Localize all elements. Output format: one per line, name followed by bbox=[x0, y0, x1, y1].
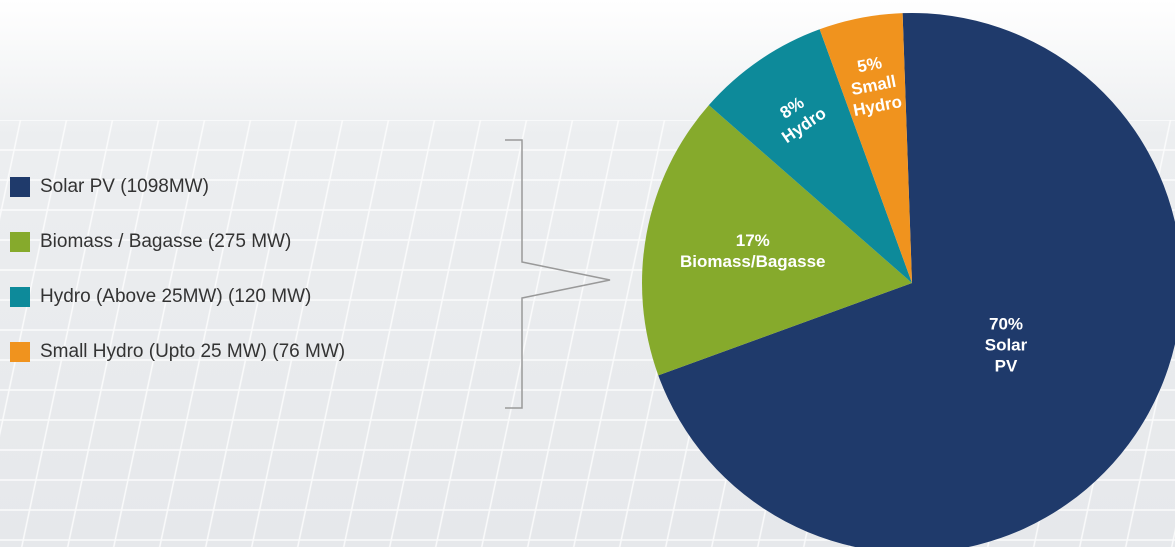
slice-name-cont: PV bbox=[995, 357, 1018, 376]
slice-percent: 17% bbox=[736, 232, 770, 251]
legend-swatch bbox=[10, 287, 30, 307]
slice-label: 70% Solar PV bbox=[985, 315, 1028, 376]
legend: Solar PV (1098MW) Biomass / Bagasse (275 … bbox=[10, 176, 345, 362]
legend-label: Hydro (Above 25MW) (120 MW) bbox=[40, 286, 311, 307]
legend-swatch bbox=[10, 342, 30, 362]
slice-name: Biomass/Bagasse bbox=[680, 253, 826, 272]
pie-slice bbox=[642, 105, 912, 376]
slice-name: Solar bbox=[985, 336, 1028, 355]
legend-label: Small Hydro (Upto 25 MW) (76 MW) bbox=[40, 341, 345, 362]
pie-slice bbox=[658, 13, 1175, 547]
slice-percent: 5% bbox=[856, 54, 884, 77]
legend-label: Solar PV (1098MW) bbox=[40, 176, 209, 197]
legend-swatch bbox=[10, 177, 30, 197]
pie-slice bbox=[819, 13, 912, 283]
legend-label: Biomass / Bagasse (275 MW) bbox=[40, 231, 291, 252]
legend-swatch bbox=[10, 232, 30, 252]
bracket bbox=[505, 139, 611, 409]
pie-slice bbox=[708, 29, 912, 284]
slice-label: 17% Biomass/Bagasse bbox=[680, 232, 826, 272]
slice-percent: 70% bbox=[989, 315, 1023, 334]
